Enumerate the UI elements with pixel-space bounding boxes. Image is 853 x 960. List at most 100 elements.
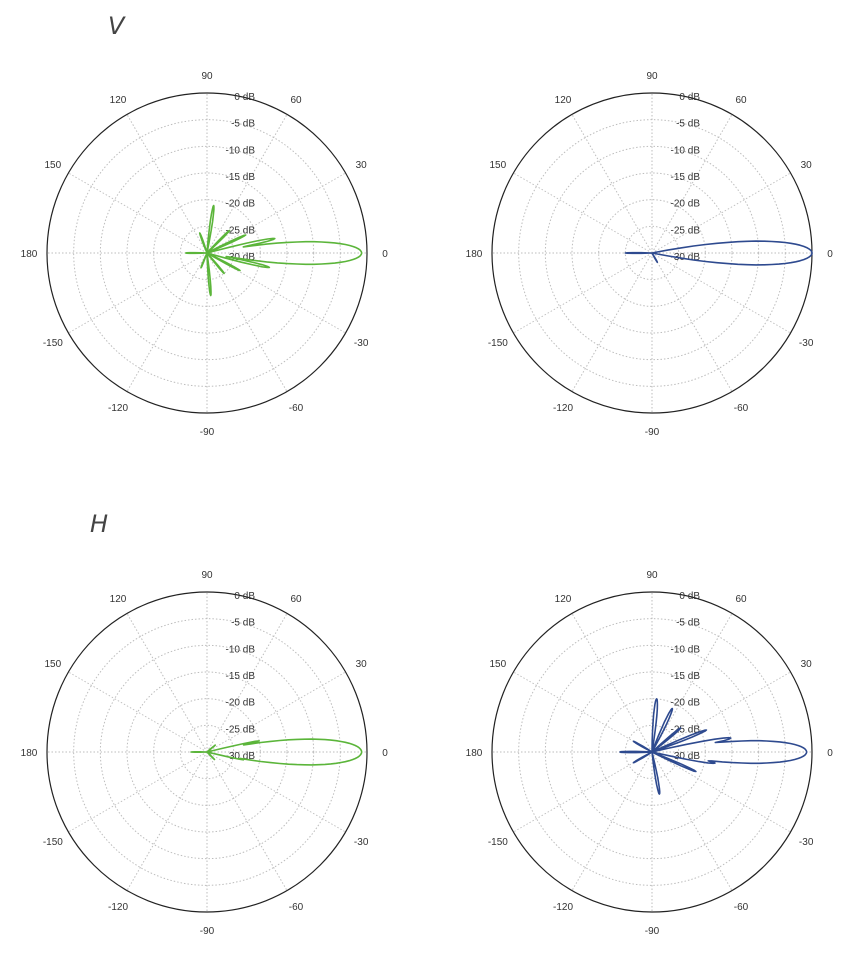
angle-tick-label: 180 bbox=[21, 249, 38, 260]
radial-tick-label: -5 dB bbox=[231, 618, 255, 629]
angle-tick-label: 30 bbox=[801, 659, 813, 670]
grid-spoke bbox=[651, 172, 791, 254]
radial-tick-label: -30 dB bbox=[671, 252, 701, 263]
grid-spoke bbox=[206, 114, 288, 254]
radial-tick-label: -20 dB bbox=[671, 199, 701, 210]
grid-spoke bbox=[206, 751, 346, 833]
grid-ring bbox=[126, 671, 288, 833]
angle-tick-label: 30 bbox=[356, 659, 368, 670]
grid-spoke bbox=[651, 751, 733, 891]
pattern-curve bbox=[190, 738, 363, 766]
angle-tick-label: 0 bbox=[382, 249, 388, 260]
radial-tick-label: -15 dB bbox=[671, 172, 701, 183]
angle-tick-label: 150 bbox=[45, 160, 62, 171]
angle-tick-label: -60 bbox=[734, 902, 749, 913]
angle-tick-label: 90 bbox=[201, 71, 213, 82]
grid-spoke bbox=[651, 114, 733, 254]
grid-spoke bbox=[206, 671, 346, 753]
angle-tick-label: -60 bbox=[734, 403, 749, 414]
angle-tick-label: -30 bbox=[799, 338, 814, 349]
angle-tick-label: -60 bbox=[289, 902, 304, 913]
radial-tick-label: -10 dB bbox=[671, 145, 701, 156]
angle-tick-label: -150 bbox=[488, 338, 508, 349]
grid-ring bbox=[179, 724, 235, 780]
angle-tick-label: -120 bbox=[108, 902, 128, 913]
grid-ring bbox=[624, 724, 680, 780]
angle-tick-label: 150 bbox=[490, 659, 507, 670]
grid-spoke bbox=[206, 751, 288, 891]
grid-spoke bbox=[206, 252, 288, 392]
angle-tick-label: 180 bbox=[466, 249, 483, 260]
radial-tick-label: -10 dB bbox=[226, 145, 256, 156]
grid-spoke bbox=[206, 252, 346, 334]
polar-frame bbox=[46, 591, 368, 913]
angle-tick-label: 120 bbox=[110, 95, 127, 106]
angle-tick-label: -120 bbox=[553, 403, 573, 414]
angle-tick-label: 180 bbox=[21, 748, 38, 759]
angle-tick-label: 60 bbox=[735, 95, 747, 106]
radial-tick-label: -30 dB bbox=[671, 751, 701, 762]
angle-tick-label: -150 bbox=[43, 837, 63, 848]
radial-tick-label: -5 dB bbox=[231, 119, 255, 130]
angle-tick-label: -30 bbox=[799, 837, 814, 848]
radial-tick-label: -15 dB bbox=[226, 671, 256, 682]
angle-tick-label: 150 bbox=[45, 659, 62, 670]
angle-tick-label: -30 bbox=[354, 837, 369, 848]
grid-spoke bbox=[571, 751, 653, 891]
radial-tick-label: -5 dB bbox=[676, 618, 700, 629]
grid-ring bbox=[571, 172, 733, 334]
angle-tick-label: -60 bbox=[289, 403, 304, 414]
grid-spoke bbox=[651, 671, 791, 753]
angle-tick-label: 30 bbox=[356, 160, 368, 171]
grid-spoke bbox=[571, 114, 653, 254]
angle-tick-label: 0 bbox=[827, 748, 833, 759]
angle-tick-label: -90 bbox=[200, 926, 215, 937]
grid-ring bbox=[571, 671, 733, 833]
radial-tick-label: -30 dB bbox=[226, 252, 256, 263]
grid-ring bbox=[126, 172, 288, 334]
angle-tick-label: -90 bbox=[645, 926, 660, 937]
grid-spoke bbox=[513, 252, 653, 334]
radial-tick-label: -20 dB bbox=[226, 199, 256, 210]
polar-frame bbox=[46, 92, 368, 414]
radial-tick-label: -30 dB bbox=[226, 751, 256, 762]
grid-spoke bbox=[513, 751, 653, 833]
angle-tick-label: 120 bbox=[110, 594, 127, 605]
radial-tick-label: 0 dB bbox=[234, 92, 255, 103]
pattern-curve bbox=[619, 698, 808, 795]
angle-tick-label: 0 bbox=[827, 249, 833, 260]
angle-tick-label: 60 bbox=[290, 95, 302, 106]
grid-spoke bbox=[126, 751, 208, 891]
pattern-curve bbox=[184, 204, 363, 297]
grid-ring bbox=[544, 145, 760, 361]
angle-tick-label: 90 bbox=[646, 71, 658, 82]
grid-spoke bbox=[651, 751, 791, 833]
angle-tick-label: -120 bbox=[108, 403, 128, 414]
grid-spoke bbox=[68, 671, 208, 753]
radial-tick-label: -15 dB bbox=[226, 172, 256, 183]
grid-spoke bbox=[651, 613, 733, 753]
polar-chart-h-left: 0 30 60 90 120 150 180 -150 -120 -90 -60 -30 0 dB -5 … bbox=[21, 570, 389, 937]
angle-tick-label: 60 bbox=[290, 594, 302, 605]
row-label-h: H bbox=[90, 510, 109, 538]
grid-ring bbox=[624, 225, 680, 281]
angle-tick-label: 90 bbox=[201, 570, 213, 581]
angle-tick-label: -90 bbox=[200, 427, 215, 438]
angle-tick-label: 150 bbox=[490, 160, 507, 171]
radial-tick-label: -20 dB bbox=[671, 698, 701, 709]
radial-tick-label: -10 dB bbox=[226, 644, 256, 655]
radial-tick-label: -25 dB bbox=[226, 225, 256, 236]
grid-spoke bbox=[68, 252, 208, 334]
angle-tick-label: -90 bbox=[645, 427, 660, 438]
radial-tick-label: -20 dB bbox=[226, 698, 256, 709]
angle-tick-label: 120 bbox=[555, 594, 572, 605]
grid-spoke bbox=[571, 252, 653, 392]
angle-tick-label: 90 bbox=[646, 570, 658, 581]
grid-spoke bbox=[126, 252, 208, 392]
radial-tick-label: -10 dB bbox=[671, 644, 701, 655]
grid-spoke bbox=[571, 613, 653, 753]
grid-spoke bbox=[126, 114, 208, 254]
angle-tick-label: -30 bbox=[354, 338, 369, 349]
grid-spoke bbox=[651, 252, 791, 334]
grid-spoke bbox=[68, 751, 208, 833]
